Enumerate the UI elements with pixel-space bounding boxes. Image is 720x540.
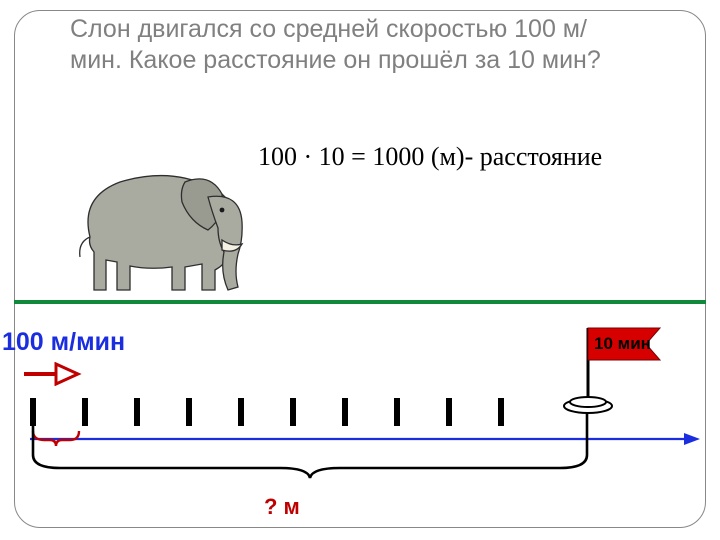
distance-question-label: ? м xyxy=(264,494,300,520)
finish-flag: 10 мин xyxy=(560,322,670,427)
ground-line xyxy=(14,300,706,304)
solution-text: 100 · 10 = 1000 (м)- расстояние xyxy=(258,142,602,172)
speed-arrow-icon xyxy=(22,362,82,386)
problem-text: Слон двигался со средней скоростью 100 м… xyxy=(70,14,630,77)
elephant-image xyxy=(70,142,250,297)
total-distance-brace xyxy=(30,400,590,480)
flag-label: 10 мин xyxy=(594,334,651,354)
speed-label: 100 м/мин xyxy=(2,328,125,357)
